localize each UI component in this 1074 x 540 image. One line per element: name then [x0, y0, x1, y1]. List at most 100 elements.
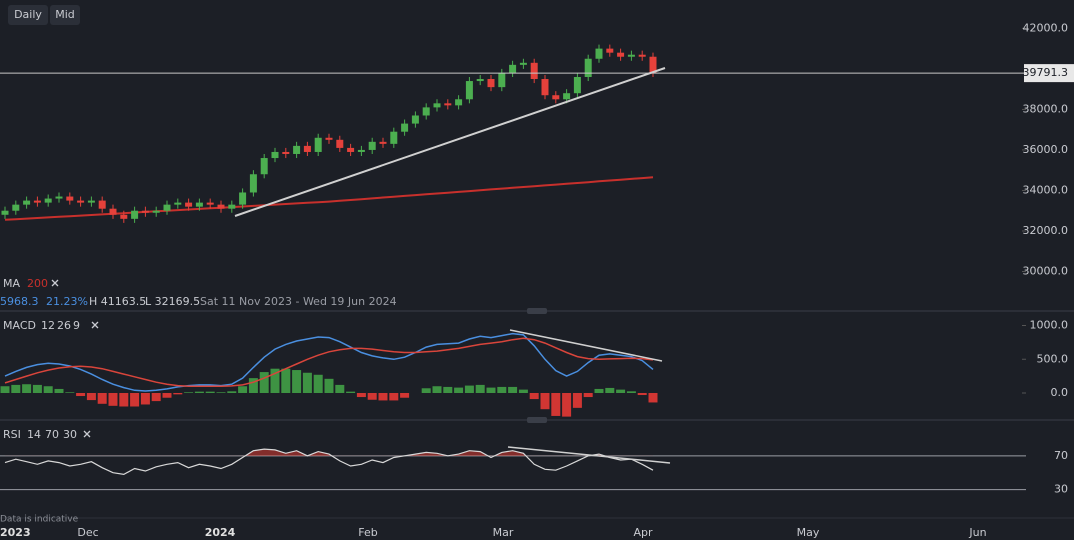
histogram-bar: [0, 386, 10, 393]
info-text: H 41163.5: [89, 295, 146, 308]
histogram-bar: [518, 389, 528, 393]
candle-body: [23, 200, 31, 205]
toolbar-button-label[interactable]: Mid: [55, 8, 75, 21]
y-tick-label: 34000.0: [1023, 183, 1069, 196]
histogram-bar: [162, 393, 172, 398]
candle-body: [617, 52, 625, 57]
indicator-param: 12: [41, 319, 55, 332]
histogram-bar: [443, 386, 453, 393]
y-tick-label: 32000.0: [1023, 224, 1069, 237]
histogram-bar: [562, 393, 572, 417]
y-tick-label: 42000.0: [1023, 21, 1069, 34]
candle-body: [379, 141, 387, 144]
candle-body: [530, 62, 538, 80]
y-tick-label: 30000.0: [1023, 265, 1069, 278]
trendline[interactable]: [234, 67, 666, 217]
candle-body: [368, 141, 376, 150]
histogram-bar: [216, 392, 226, 393]
histogram-bar: [508, 386, 518, 393]
candle-body: [98, 200, 106, 209]
histogram-bar: [54, 388, 64, 393]
histogram-bar: [65, 392, 75, 393]
candle-body: [390, 131, 398, 144]
candle-body: [638, 54, 646, 57]
candle-body: [141, 210, 149, 213]
legend-close-icons[interactable]: [51, 279, 99, 438]
candle-body: [357, 149, 365, 152]
candle-body: [325, 137, 333, 140]
candle-body: [33, 200, 41, 203]
candle-body: [152, 210, 160, 213]
candle-body: [606, 48, 614, 53]
trendline[interactable]: [509, 329, 663, 362]
info-text: 5968.3: [0, 295, 39, 308]
candle-body: [174, 202, 182, 205]
candle-body: [649, 56, 657, 73]
histogram-bar: [313, 374, 323, 393]
y-tick-label: 30: [1054, 483, 1068, 496]
toolbar-button[interactable]: [8, 5, 48, 25]
y-tick-label: 38000.0: [1023, 102, 1069, 115]
x-tick-label: Feb: [358, 526, 377, 539]
histogram-bar: [529, 393, 539, 400]
histogram-bar: [97, 393, 107, 404]
candle-body: [185, 202, 193, 207]
candle-body: [422, 107, 430, 116]
histogram-bar: [184, 392, 194, 393]
candle-body: [314, 137, 322, 152]
plot-layers: 42000.0 38000.0 36000.0 34000.0 32000.0 30000…: [0, 21, 1074, 539]
histogram-bar: [259, 372, 269, 393]
histogram-bar: [76, 393, 86, 397]
histogram-bar: [270, 368, 280, 393]
candle-body: [401, 123, 409, 132]
x-tick-label: May: [797, 526, 820, 539]
info-text: L 32169.5: [145, 295, 200, 308]
candle-body: [509, 64, 517, 73]
candle-body: [347, 147, 355, 152]
histogram-bar: [32, 384, 42, 393]
x-tick-label: Jun: [968, 526, 986, 539]
candle-body: [260, 158, 268, 175]
histogram-bar: [486, 387, 496, 393]
pane-handle[interactable]: [527, 308, 547, 314]
histogram-bar: [648, 393, 658, 403]
trendline[interactable]: [507, 446, 671, 464]
legend-param: 200: [27, 277, 48, 290]
histogram-bar: [22, 384, 32, 393]
candle-body: [44, 198, 52, 203]
candle-body: [228, 204, 236, 209]
x-tick-label: Mar: [493, 526, 514, 539]
last-price-box: [1024, 64, 1074, 83]
histogram-bar: [130, 393, 140, 407]
histogram-bar: [205, 391, 215, 393]
y-tick-label: 36000.0: [1023, 143, 1069, 156]
last-price-label: 39791.3: [1023, 66, 1069, 79]
candle-body: [271, 151, 279, 159]
note: Data is indicative: [0, 515, 79, 525]
rsi-line: [4, 448, 654, 476]
info-text: 21.23%: [46, 295, 88, 308]
candle-body: [195, 202, 203, 207]
toolbar-button[interactable]: [50, 5, 80, 25]
candle-body: [87, 200, 95, 203]
candle-body: [476, 79, 484, 82]
histogram-bar: [464, 385, 474, 393]
candle-body: [55, 196, 63, 199]
candle-body: [77, 200, 85, 203]
histogram-bar: [238, 386, 248, 393]
candle-body: [206, 202, 214, 205]
histogram-bar: [248, 378, 258, 393]
pane-handle[interactable]: [527, 417, 547, 423]
toolbar-button-label[interactable]: Daily: [14, 8, 42, 21]
histogram-bar: [140, 393, 150, 405]
histogram-bar: [173, 393, 183, 395]
histogram-bar: [119, 393, 129, 407]
candle-body: [465, 81, 473, 100]
histogram-bar: [346, 391, 356, 393]
histogram-bar: [302, 372, 312, 393]
candle-body: [411, 115, 419, 124]
macd-line: [4, 332, 654, 392]
candle-body: [163, 204, 171, 211]
